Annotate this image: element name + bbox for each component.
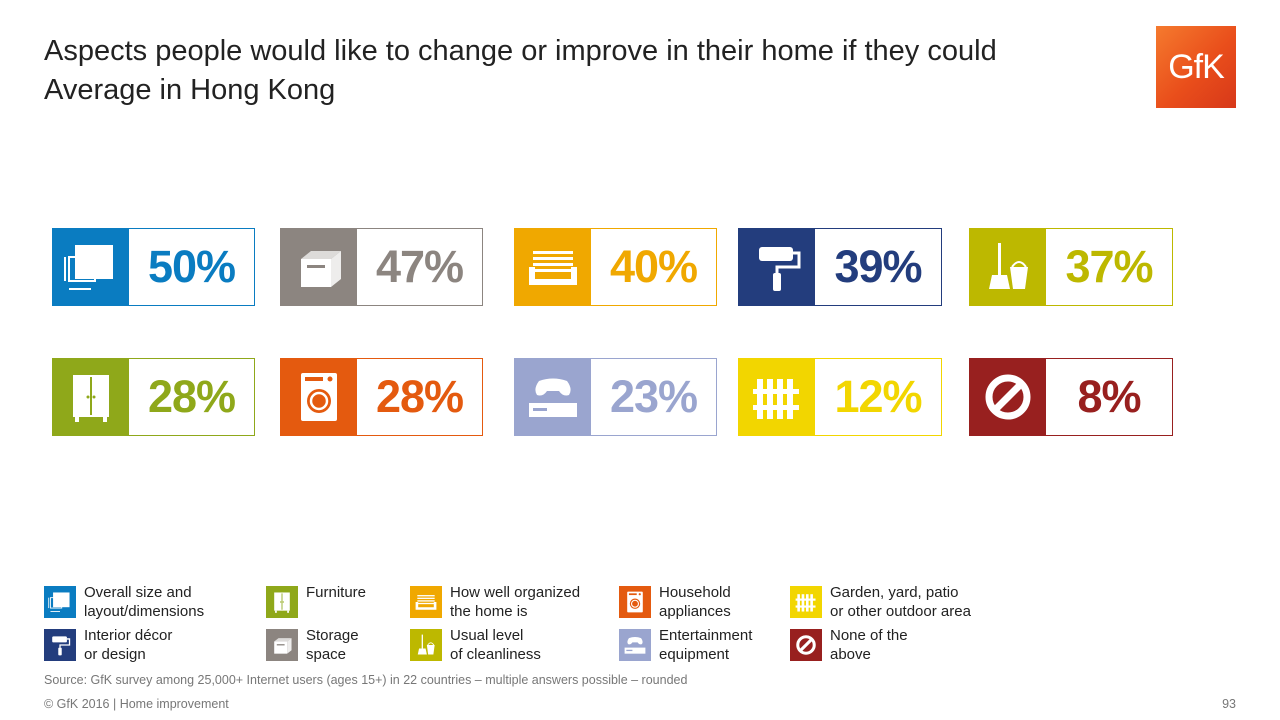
size-icon — [44, 586, 76, 618]
page-number: 93 — [1222, 697, 1236, 711]
tile-none-of-the-above: 8% — [969, 358, 1173, 436]
legend-item-usual-level-of-cleanliness: Usual level of cleanliness — [410, 626, 610, 664]
box-icon — [281, 229, 357, 305]
legend-label: Household appliances — [659, 584, 731, 620]
percentage-label: 28% — [375, 371, 464, 422]
tray-icon — [515, 229, 591, 305]
percentage-label: 37% — [1065, 241, 1153, 292]
box-icon — [266, 629, 298, 661]
page-title: Aspects people would like to change or i… — [44, 32, 997, 110]
gfk-logo: GfK — [1156, 26, 1236, 108]
legend-label: How well organized the home is — [450, 584, 581, 620]
tile-overall-size-and-layout-dimensions: 50% — [52, 228, 255, 306]
legend-item-furniture: Furniture — [266, 583, 466, 618]
none-icon — [790, 629, 822, 661]
legend-item-storage-space: Storage space — [266, 626, 466, 664]
legend-item-how-well-organized-the-home-is: How well organized the home is — [410, 583, 610, 621]
paint-roller-icon — [44, 629, 76, 661]
tile-usual-level-of-cleanliness: 37% — [969, 228, 1173, 306]
washing-machine-icon — [619, 586, 651, 618]
percentage-label: 40% — [609, 241, 698, 292]
legend-item-none-of-the-above: None of the above — [790, 626, 990, 664]
legend-label: None of the above — [830, 627, 908, 663]
game-console-icon — [619, 629, 651, 661]
legend-item-garden-yard-patio-or-other-outdoor-area: Garden, yard, patio or other outdoor area — [790, 583, 990, 621]
percentage-label: 8% — [1077, 371, 1141, 422]
copyright-footer: © GfK 2016 | Home improvement — [44, 697, 229, 711]
washing-machine-icon — [281, 359, 357, 435]
broom-bucket-icon — [410, 629, 442, 661]
legend-item-household-appliances: Household appliances — [619, 583, 819, 621]
tile-storage-space: 47% — [280, 228, 483, 306]
source-note: Source: GfK survey among 25,000+ Interne… — [44, 673, 688, 687]
tile-garden-yard-patio-or-other-outdoor-area: 12% — [738, 358, 942, 436]
legend-label: Furniture — [306, 584, 367, 601]
none-icon — [970, 359, 1046, 435]
percentage-label: 23% — [609, 371, 698, 422]
tile-interior-d-cor-or-design: 39% — [738, 228, 942, 306]
tray-icon — [410, 586, 442, 618]
percentage-label: 12% — [834, 371, 922, 422]
percentage-label: 47% — [375, 241, 464, 292]
legend-label: Entertainment equipment — [659, 627, 753, 663]
percentage-label: 28% — [147, 371, 236, 422]
legend-item-entertainment-equipment: Entertainment equipment — [619, 626, 819, 664]
wardrobe-icon — [266, 586, 298, 618]
game-console-icon — [515, 359, 591, 435]
wardrobe-icon — [53, 359, 129, 435]
fence-icon — [739, 359, 815, 435]
title-line-1: Aspects people would like to change or i… — [44, 35, 997, 67]
legend-item-interior-d-cor-or-design: Interior décor or design — [44, 626, 244, 664]
legend-label: Overall size and layout/dimensions — [84, 584, 205, 620]
legend-item-overall-size-and-layout-dimensions: Overall size and layout/dimensions — [44, 583, 244, 621]
size-icon — [53, 229, 129, 305]
legend-label: Garden, yard, patio or other outdoor area — [830, 584, 971, 620]
legend-label: Usual level of cleanliness — [450, 627, 541, 663]
tile-how-well-organized-the-home-is: 40% — [514, 228, 717, 306]
percentage-label: 50% — [147, 241, 236, 292]
tile-household-appliances: 28% — [280, 358, 483, 436]
percentage-label: 39% — [834, 241, 922, 292]
legend-label: Interior décor or design — [84, 627, 173, 663]
legend-label: Storage space — [306, 627, 359, 663]
paint-roller-icon — [739, 229, 815, 305]
fence-icon — [790, 586, 822, 618]
tile-furniture: 28% — [52, 358, 255, 436]
title-line-2: Average in Hong Kong — [44, 74, 336, 106]
broom-bucket-icon — [970, 229, 1046, 305]
tile-entertainment-equipment: 23% — [514, 358, 717, 436]
